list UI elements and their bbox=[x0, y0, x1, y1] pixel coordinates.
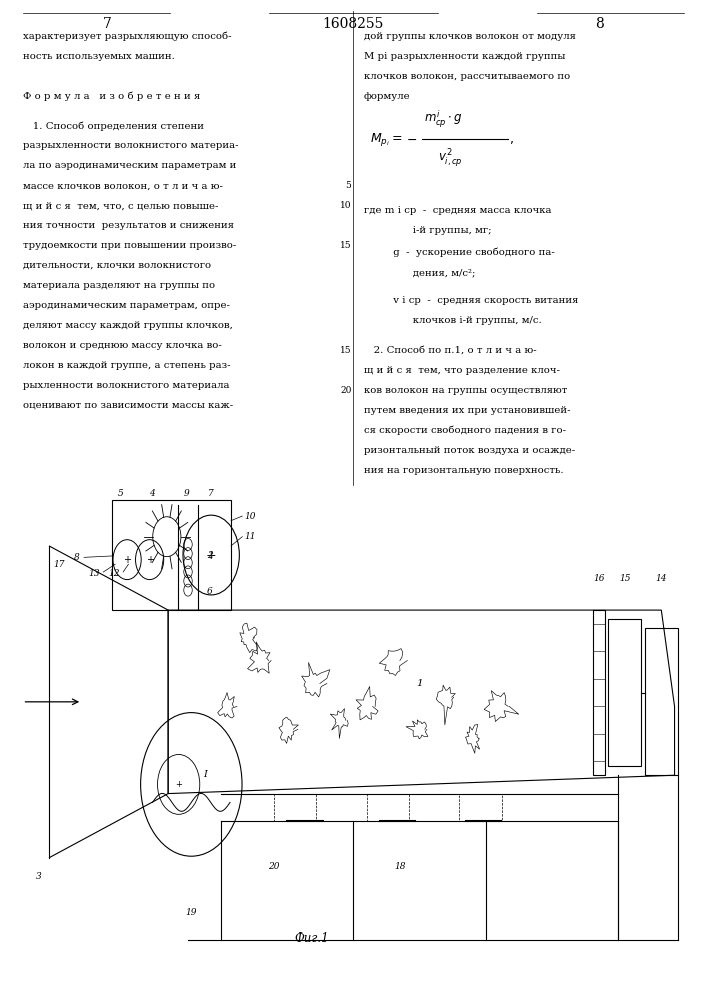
Text: M pi разрыхленности каждой группы: M pi разрыхленности каждой группы bbox=[364, 52, 566, 61]
Text: 1608255: 1608255 bbox=[323, 17, 384, 31]
Text: рыхленности волокнистого материала: рыхленности волокнистого материала bbox=[23, 381, 229, 390]
Text: клочков i-й группы, м/с.: клочков i-й группы, м/с. bbox=[364, 316, 542, 325]
Text: 15: 15 bbox=[619, 574, 631, 583]
Text: 20: 20 bbox=[269, 862, 280, 871]
Text: 1. Способ определения степени: 1. Способ определения степени bbox=[23, 121, 204, 131]
Text: ков волокон на группы осуществляют: ков волокон на группы осуществляют bbox=[364, 386, 568, 395]
Text: щ и й с я  тем, что разделение клоч-: щ и й с я тем, что разделение клоч- bbox=[364, 366, 560, 375]
Text: 16: 16 bbox=[593, 574, 605, 583]
Text: 6: 6 bbox=[206, 587, 212, 596]
Text: 7: 7 bbox=[103, 17, 112, 31]
Text: аэродинамическим параметрам, опре-: аэродинамическим параметрам, опре- bbox=[23, 301, 229, 310]
Text: v i cp  -  средняя скорость витания: v i cp - средняя скорость витания bbox=[364, 296, 578, 305]
Text: ния точности  результатов и снижения: ния точности результатов и снижения bbox=[23, 221, 233, 230]
Text: дой группы клочков волокон от модуля: дой группы клочков волокон от модуля bbox=[364, 32, 576, 41]
Text: +: + bbox=[206, 549, 216, 562]
Text: ризонтальный поток воздуха и осажде-: ризонтальный поток воздуха и осажде- bbox=[364, 446, 575, 455]
Text: дительности, клочки волокнистого: дительности, клочки волокнистого bbox=[23, 261, 211, 270]
Text: 1: 1 bbox=[416, 679, 423, 688]
Text: ния на горизонтальную поверхность.: ния на горизонтальную поверхность. bbox=[364, 466, 563, 475]
Text: волокон и среднюю массу клочка во-: волокон и среднюю массу клочка во- bbox=[23, 341, 221, 350]
Text: 2. Способ по п.1, о т л и ч а ю-: 2. Способ по п.1, о т л и ч а ю- bbox=[364, 346, 537, 355]
Text: путем введения их при установившей-: путем введения их при установившей- bbox=[364, 406, 571, 415]
Text: Ф о р м у л а   и з о б р е т е н и я: Ф о р м у л а и з о б р е т е н и я bbox=[23, 91, 200, 101]
Text: трудоемкости при повышении произво-: трудоемкости при повышении произво- bbox=[23, 241, 235, 250]
Text: I: I bbox=[204, 770, 207, 779]
Text: 8: 8 bbox=[595, 17, 604, 31]
Text: 7: 7 bbox=[209, 489, 214, 498]
Text: локон в каждой группе, а степень раз-: локон в каждой группе, а степень раз- bbox=[23, 361, 230, 370]
Text: g  -  ускорение свободного па-: g - ускорение свободного па- bbox=[364, 248, 555, 257]
Text: клочков волокон, рассчитываемого по: клочков волокон, рассчитываемого по bbox=[364, 72, 571, 81]
Text: 10: 10 bbox=[245, 512, 256, 521]
Text: 11: 11 bbox=[245, 532, 256, 541]
Bar bbox=[608, 619, 641, 766]
Text: Фиг.1: Фиг.1 bbox=[294, 932, 329, 945]
Text: 17: 17 bbox=[53, 560, 64, 569]
Bar bbox=[645, 628, 678, 775]
Text: ла по аэродинамическим параметрам и: ла по аэродинамическим параметрам и bbox=[23, 161, 236, 170]
Bar bbox=[367, 794, 409, 821]
Text: 2: 2 bbox=[206, 551, 212, 560]
Text: материала разделяют на группы по: материала разделяют на группы по bbox=[23, 281, 215, 290]
Text: 8: 8 bbox=[74, 553, 80, 562]
Text: 5: 5 bbox=[346, 181, 351, 190]
Text: щ и й с я  тем, что, с целью повыше-: щ и й с я тем, что, с целью повыше- bbox=[23, 201, 218, 210]
Text: массе клочков волокон, о т л и ч а ю-: массе клочков волокон, о т л и ч а ю- bbox=[23, 181, 223, 190]
Text: деляют массу каждой группы клочков,: деляют массу каждой группы клочков, bbox=[23, 321, 233, 330]
Text: +: + bbox=[175, 780, 182, 789]
Text: 4: 4 bbox=[148, 489, 154, 498]
Text: дения, м/с²;: дения, м/с²; bbox=[364, 268, 476, 277]
Text: разрыхленности волокнистого материа-: разрыхленности волокнистого материа- bbox=[23, 141, 238, 150]
Text: 15: 15 bbox=[340, 346, 351, 355]
Text: 3: 3 bbox=[36, 872, 42, 881]
Text: характеризует разрыхляющую способ-: характеризует разрыхляющую способ- bbox=[23, 32, 231, 41]
Text: 20: 20 bbox=[340, 386, 351, 395]
Text: где m i cp  -  средняя масса клочка: где m i cp - средняя масса клочка bbox=[364, 206, 551, 215]
Text: ,: , bbox=[510, 133, 514, 146]
Text: формуле: формуле bbox=[364, 92, 411, 101]
Text: 9: 9 bbox=[184, 489, 189, 498]
Bar bbox=[274, 794, 316, 821]
Text: +: + bbox=[146, 555, 153, 565]
Text: ся скорости свободного падения в го-: ся скорости свободного падения в го- bbox=[364, 425, 566, 435]
Text: $M_{p_i}=$: $M_{p_i}=$ bbox=[370, 131, 402, 148]
Text: 12: 12 bbox=[108, 569, 119, 578]
Text: 18: 18 bbox=[394, 862, 406, 871]
Text: i-й группы, мг;: i-й группы, мг; bbox=[364, 226, 491, 235]
Text: 10: 10 bbox=[340, 201, 351, 210]
Text: 5: 5 bbox=[117, 489, 123, 498]
Text: 14: 14 bbox=[655, 574, 667, 583]
Text: +: + bbox=[123, 555, 131, 565]
Text: 13: 13 bbox=[88, 569, 100, 578]
Bar bbox=[460, 794, 502, 821]
Text: 19: 19 bbox=[185, 908, 197, 917]
Bar bbox=[593, 610, 605, 775]
Text: $v^{\,2}_{i,cp}$: $v^{\,2}_{i,cp}$ bbox=[438, 148, 463, 170]
Text: оценивают по зависимости массы каж-: оценивают по зависимости массы каж- bbox=[23, 401, 233, 410]
Text: $-$: $-$ bbox=[407, 133, 417, 146]
Bar bbox=[112, 500, 231, 610]
Text: 15: 15 bbox=[340, 241, 351, 250]
Text: $m^{i}_{cp} \cdot g$: $m^{i}_{cp} \cdot g$ bbox=[424, 108, 463, 130]
Text: ность используемых машин.: ность используемых машин. bbox=[23, 52, 175, 61]
